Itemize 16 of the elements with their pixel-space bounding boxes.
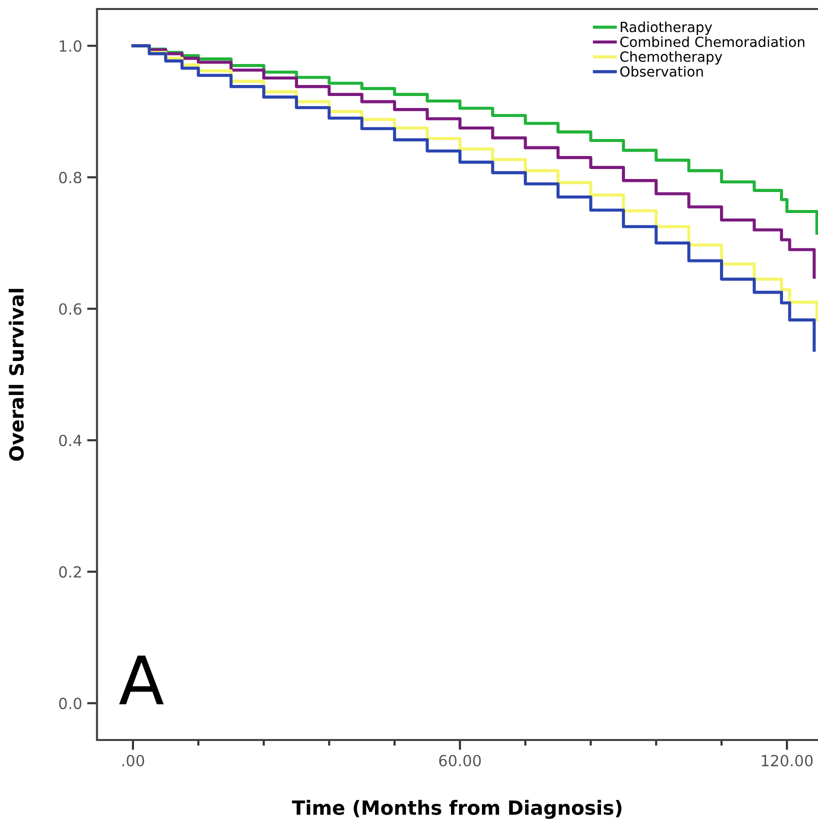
y-tick-label: 0.4 <box>59 434 82 446</box>
x-tick-label: .00 <box>122 754 144 766</box>
x-tick-label: 120.00 <box>762 754 813 766</box>
legend-label: Radiotherapy <box>620 22 712 35</box>
legend-label: Observation <box>620 66 703 77</box>
y-tick-label: 0.0 <box>59 698 82 710</box>
legend-label: Chemotherapy <box>620 51 722 65</box>
y-tick-label: 0.6 <box>59 303 82 315</box>
y-axis-title: Overall Survival <box>8 288 24 461</box>
x-tick-label: 60.00 <box>439 754 481 766</box>
y-tick-label: 0.2 <box>59 566 81 578</box>
x-axis-title: Time (Months from Diagnosis) <box>292 800 622 819</box>
annotation: A <box>119 656 164 704</box>
legend-label: Combined Chemoradiation <box>620 36 804 48</box>
y-tick-label: 0.8 <box>59 172 82 184</box>
y-tick-label: 1.0 <box>60 40 82 52</box>
